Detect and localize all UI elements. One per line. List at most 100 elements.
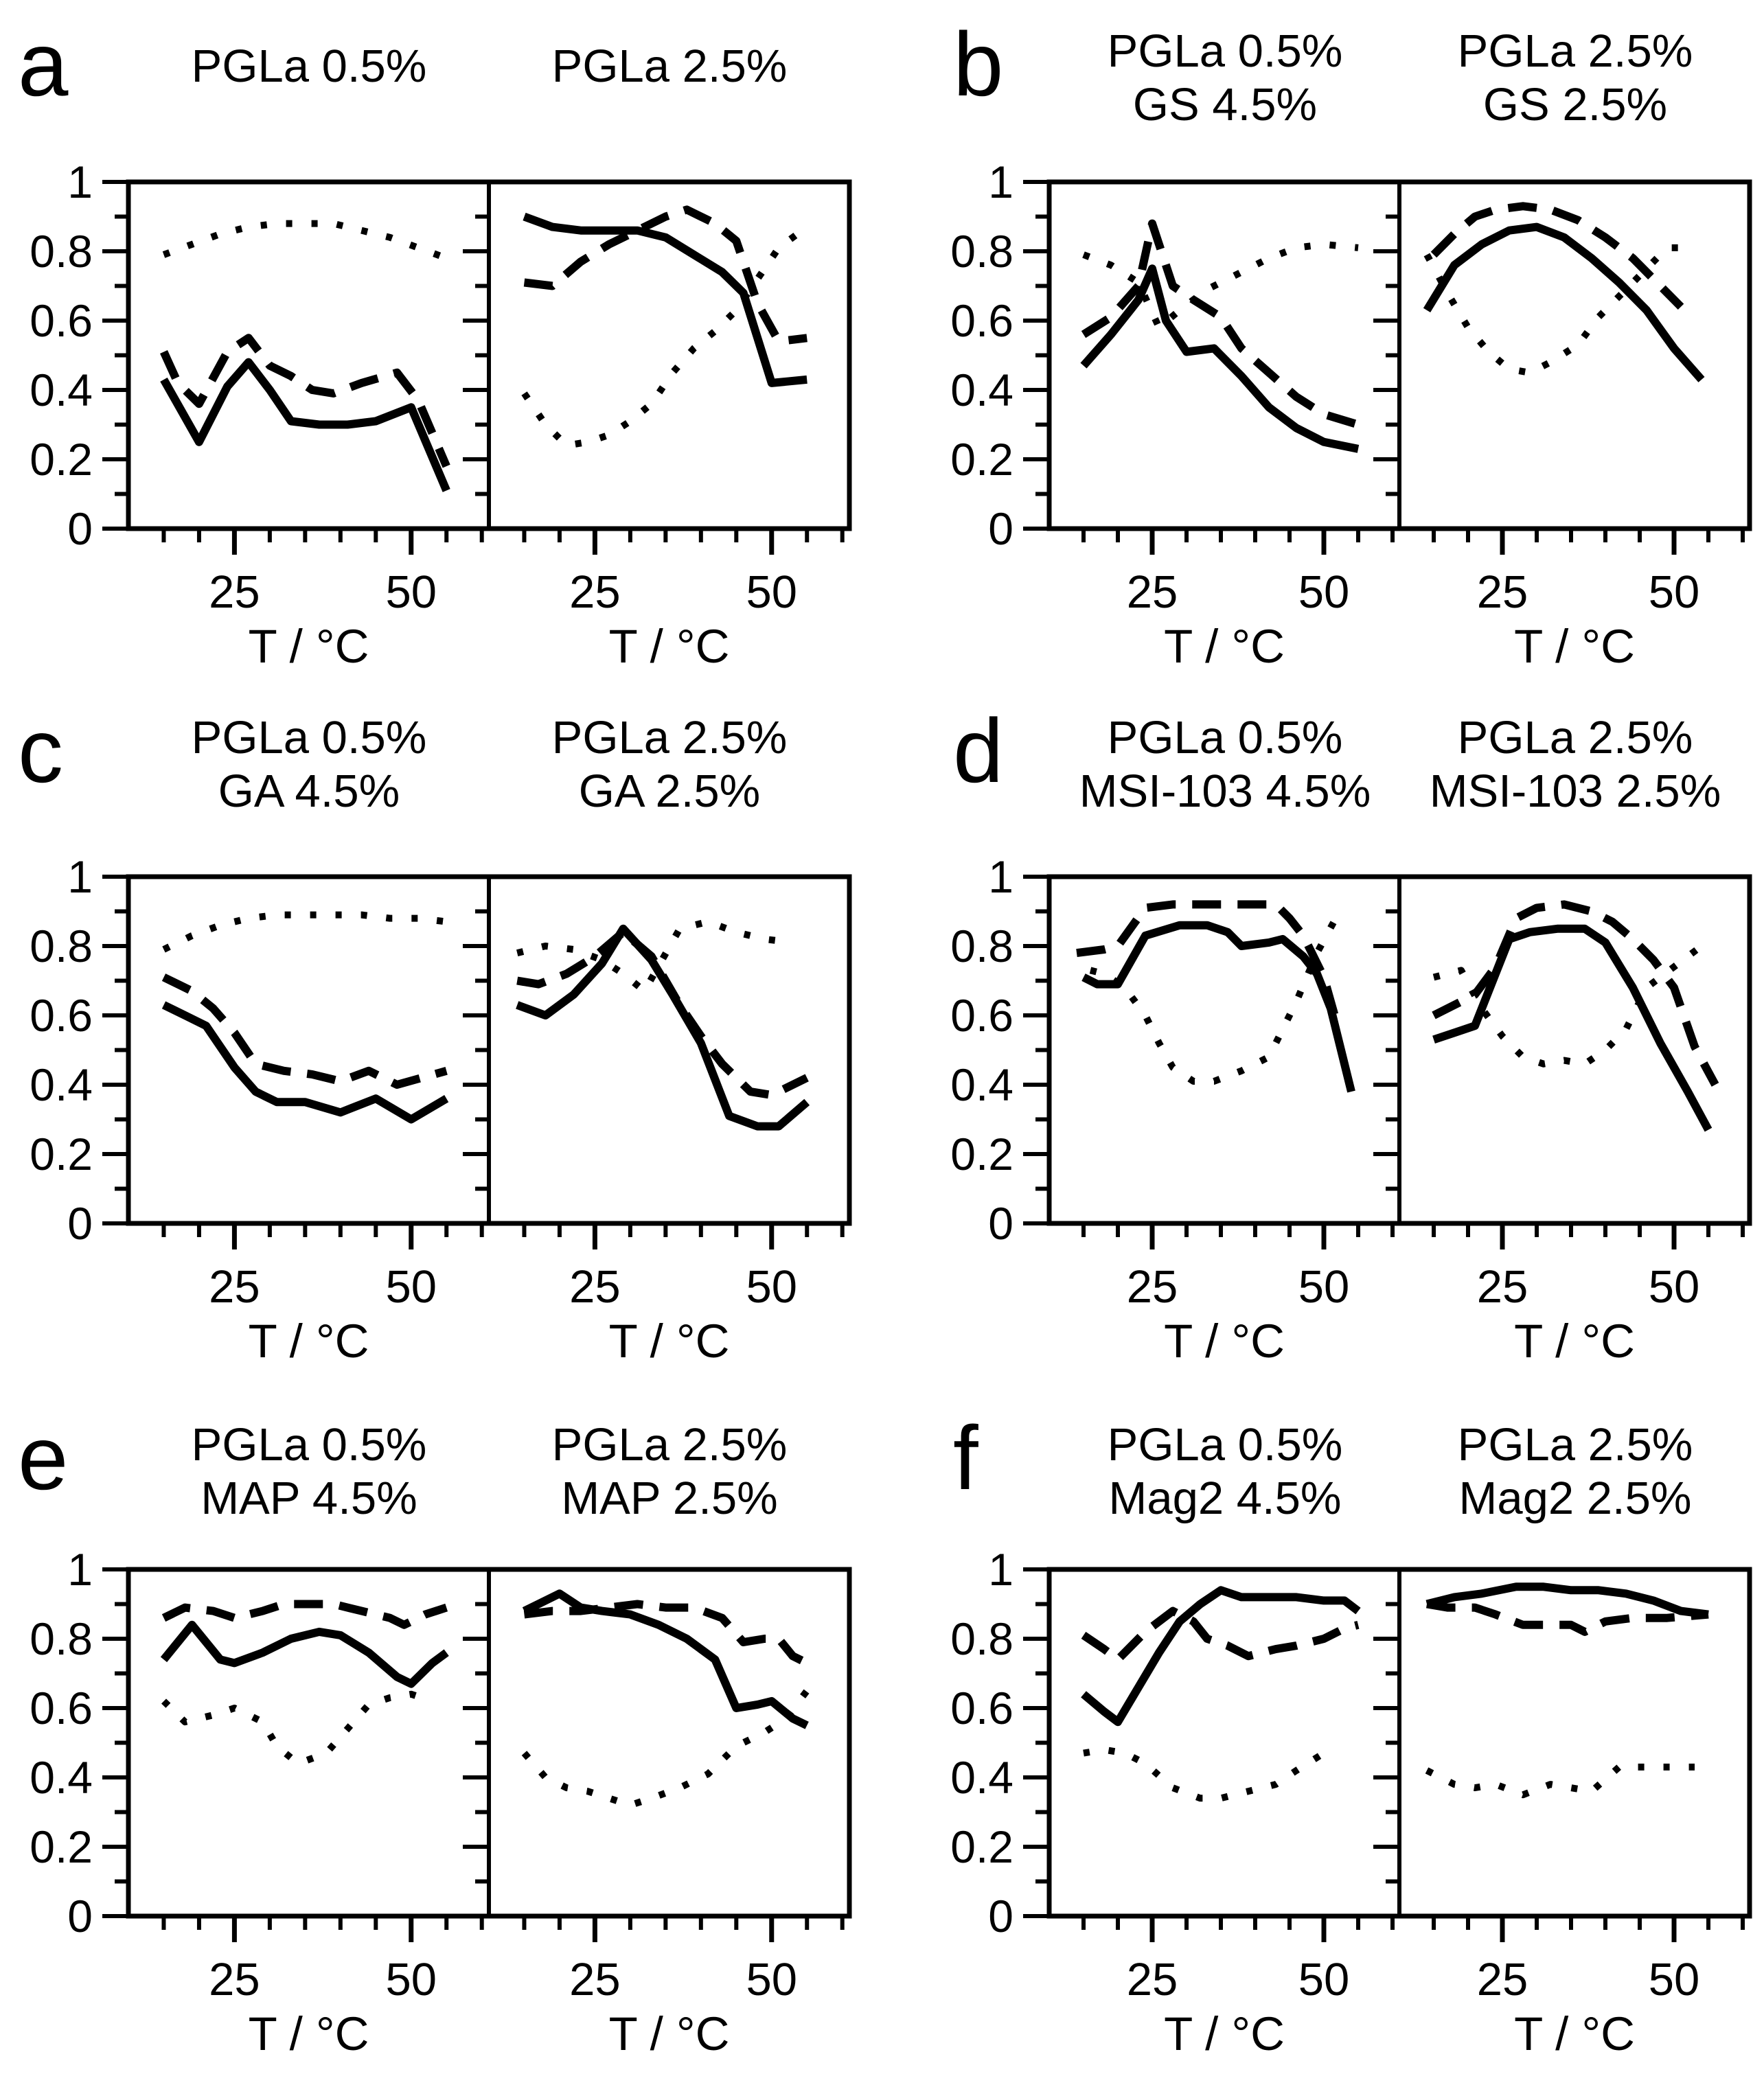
y-tick-label: 0.2: [30, 434, 93, 485]
x-tick-label: 50: [1649, 1261, 1700, 1313]
x-tick-label: 25: [1477, 1954, 1528, 2005]
curve-dotted: [161, 1690, 434, 1767]
panel-letter: b: [953, 14, 1004, 115]
y-tick-label: 0.2: [30, 1821, 93, 1872]
x-tick-label: 25: [209, 566, 260, 618]
y-tick-label: 0: [988, 503, 1013, 554]
y-tick-label: 0: [67, 503, 93, 554]
x-tick-label: 25: [569, 1261, 621, 1313]
y-tick-label: 1: [67, 851, 93, 902]
curve-solid: [523, 212, 807, 387]
y-tick-label: 0.6: [30, 990, 93, 1041]
y-tick-label: 1: [67, 157, 93, 207]
curve-dashed: [1081, 219, 1360, 429]
x-tick-label: 50: [385, 566, 437, 618]
curve-dashed: [1081, 1606, 1360, 1664]
panel-b: b PGLa 0.5% GS 4.5% PGLa 2.5% GS 2.5% 0 0…: [882, 0, 1764, 687]
y-tick-label: 0.4: [950, 1059, 1013, 1110]
x-tick-label: 50: [1649, 1954, 1700, 2005]
curve-dotted: [162, 220, 448, 262]
y-tick-label: 0.2: [950, 1821, 1013, 1872]
title-line: GS 4.5%: [1132, 79, 1318, 130]
y-tick-label: 0.6: [950, 990, 1013, 1041]
title-line: PGLa 2.5%: [551, 712, 788, 763]
title-line: GA 4.5%: [218, 765, 400, 817]
curve-dashed: [161, 1600, 448, 1629]
x-tick-label: 50: [1298, 566, 1350, 618]
curve-dashed: [523, 205, 807, 346]
panel-c: c PGLa 0.5% GA 4.5% PGLa 2.5% GA 2.5% 0 0…: [0, 687, 882, 1394]
panel-a: a PGLa 0.5% PGLa 2.5% 0 0.2 0.4 0.6 0.8 1 25 50…: [0, 0, 882, 687]
panel-e: e PGLa 0.5% MAP 4.5% PGLa 2.5% MAP 2.5% …: [0, 1394, 882, 2074]
curve-dotted: [1083, 1746, 1326, 1802]
x-tick-label: 25: [209, 1954, 260, 2005]
title-line: MSI-103 2.5%: [1429, 765, 1721, 817]
curve-dashed: [1076, 900, 1342, 1027]
y-tick-label: 0.8: [30, 1613, 93, 1664]
y-tick-label: 0.2: [30, 1129, 93, 1179]
subplot-title: PGLa 2.5% MSI-103 2.5%: [1430, 711, 1721, 818]
y-tick-label: 0.4: [950, 365, 1013, 415]
title-line: PGLa 2.5%: [551, 41, 788, 92]
curve-solid: [161, 1001, 449, 1124]
subplot-title: PGLa 0.5% GS 4.5%: [1108, 25, 1343, 132]
curve-dotted: [1425, 1763, 1695, 1799]
curve-solid: [1425, 1582, 1709, 1619]
panel-letter: a: [18, 14, 69, 115]
x-tick-label: 25: [1477, 566, 1528, 618]
y-tick-label: 0.4: [950, 1752, 1013, 1803]
panel-d: d PGLa 0.5% MSI-103 4.5% PGLa 2.5% MSI-1…: [882, 687, 1764, 1394]
y-tick-label: 0.8: [950, 921, 1013, 971]
x-axis-label: T / °C: [1164, 1315, 1285, 1368]
y-tick-label: 0.6: [950, 1683, 1013, 1733]
curve-solid: [1081, 921, 1355, 1093]
curve-solid: [160, 358, 450, 492]
subplot-title: PGLa 2.5% GS 2.5%: [1458, 25, 1693, 132]
curve-dashed: [523, 1600, 809, 1667]
y-tick-label: 0.6: [30, 1683, 93, 1733]
y-tick-label: 0.6: [950, 295, 1013, 346]
x-tick-label: 50: [385, 1954, 437, 2005]
y-tick-label: 0: [988, 1891, 1013, 1942]
curve-solid: [1081, 1586, 1361, 1727]
title-line: PGLa 0.5%: [1107, 712, 1343, 763]
y-tick-label: 1: [988, 157, 1013, 207]
subplot-title: PGLa 0.5% Mag2 4.5%: [1108, 1418, 1343, 1525]
y-tick-label: 0.8: [950, 1613, 1013, 1664]
subplot-title: PGLa 0.5% MAP 4.5%: [192, 1418, 427, 1525]
x-axis-label: T / °C: [609, 620, 730, 673]
y-tick-label: 0: [67, 1198, 93, 1249]
title-line: GA 2.5%: [578, 765, 761, 817]
subplot-title: PGLa 2.5%: [552, 40, 788, 93]
curve-solid: [522, 1589, 809, 1729]
curve-dotted: [1082, 240, 1359, 332]
panel-letter: c: [18, 700, 63, 801]
curve-solid: [1423, 222, 1705, 382]
y-tick-label: 0.8: [30, 226, 93, 277]
y-tick-label: 0.6: [30, 295, 93, 346]
title-line: PGLa 2.5%: [1457, 712, 1693, 763]
x-axis-label: T / °C: [249, 2007, 369, 2060]
y-tick-label: 1: [988, 1544, 1013, 1595]
curve-solid: [1080, 264, 1360, 453]
subplot-title: PGLa 0.5% MSI-103 4.5%: [1079, 711, 1371, 818]
x-tick-label: 50: [746, 566, 797, 618]
title-line: PGLa 0.5%: [1107, 25, 1343, 77]
curve-dotted: [1423, 244, 1695, 376]
curve-dashed: [1425, 1600, 1709, 1636]
y-tick-label: 0.8: [950, 226, 1013, 277]
x-tick-label: 50: [746, 1954, 797, 2005]
curve-dotted: [1089, 913, 1341, 1085]
title-line: GS 2.5%: [1482, 79, 1668, 130]
x-axis-label: T / °C: [1164, 2007, 1285, 2060]
panel-f: f PGLa 0.5% Mag2 4.5% PGLa 2.5% Mag2 2.5…: [882, 1394, 1764, 2074]
x-axis-label: T / °C: [1514, 2007, 1635, 2060]
curve-dashed: [1432, 900, 1719, 1087]
curve-dotted: [162, 911, 447, 953]
y-tick-label: 0.8: [30, 921, 93, 971]
